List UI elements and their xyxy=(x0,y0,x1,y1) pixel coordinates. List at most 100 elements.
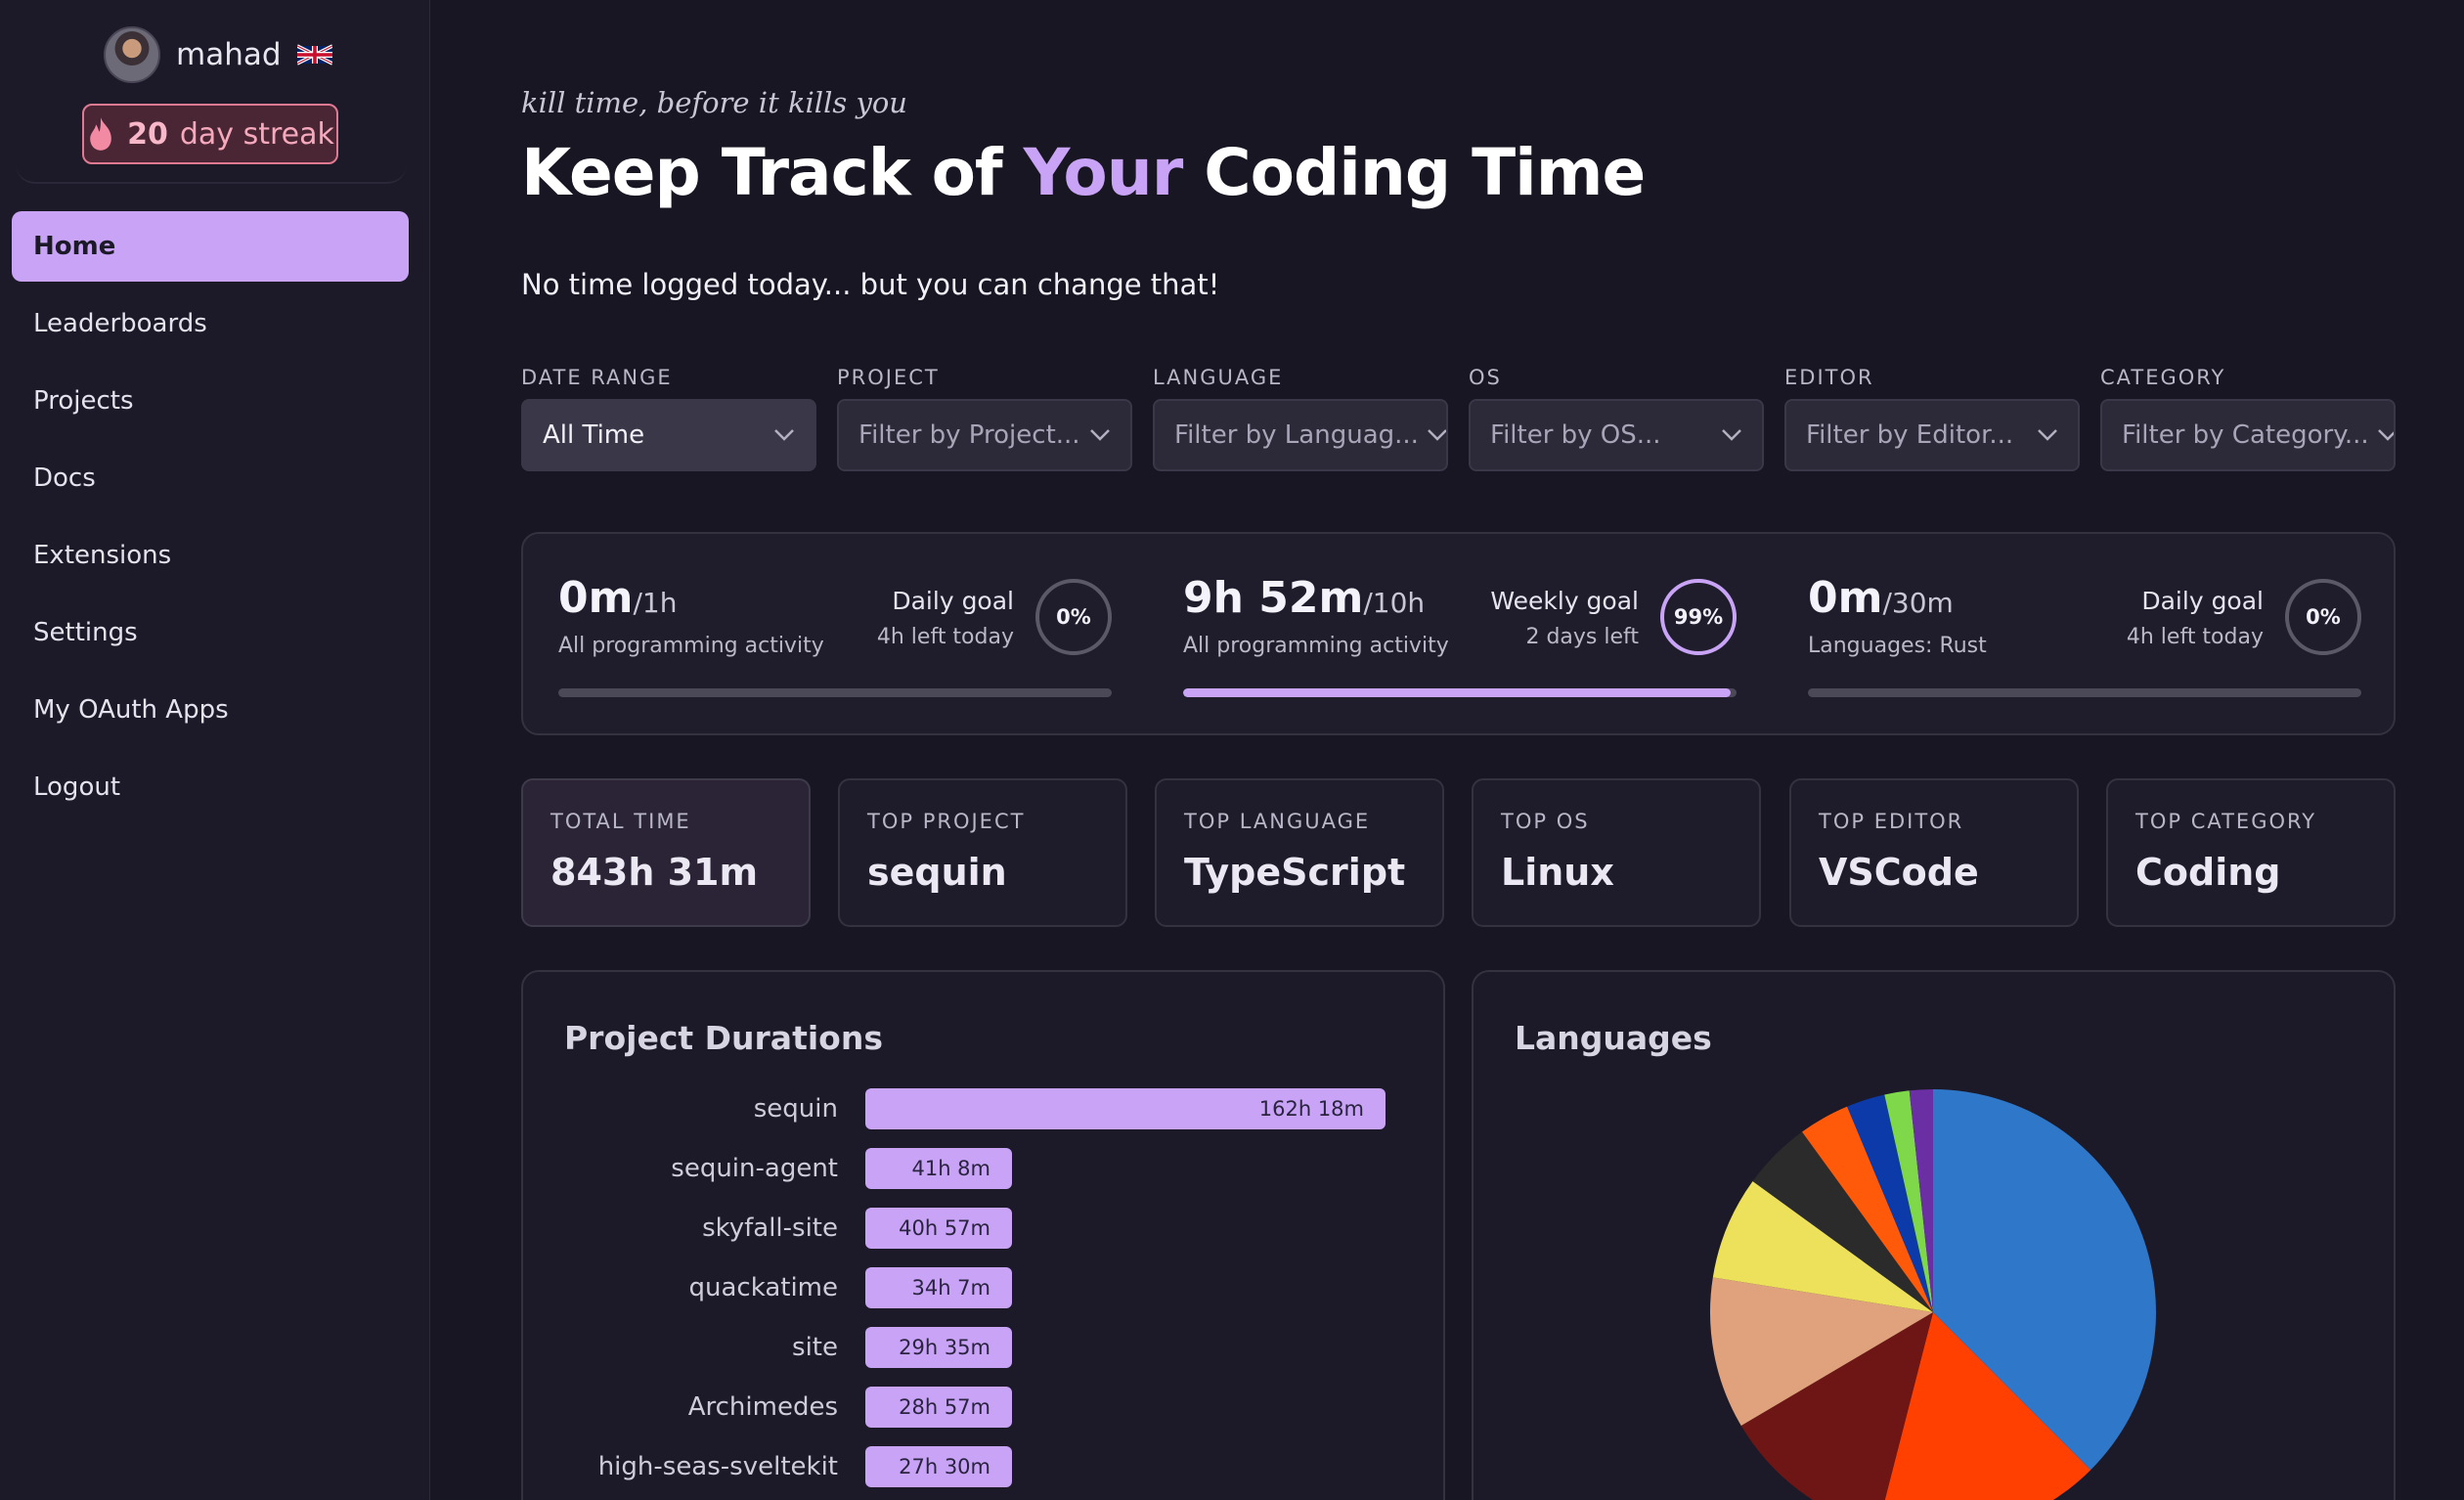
stat-top-category: TOP CATEGORY Coding xyxy=(2106,778,2396,927)
stat-label: TOTAL TIME xyxy=(550,810,691,833)
nav-logout[interactable]: Logout xyxy=(33,772,121,802)
avatar[interactable] xyxy=(104,26,160,83)
bar-row: Archimedes 28h 57m xyxy=(523,1386,1403,1429)
goal-amount: 0m xyxy=(558,573,634,623)
nav-projects[interactable]: Projects xyxy=(33,386,134,416)
streak-label: day streak xyxy=(179,116,334,152)
editor-select[interactable]: Filter by Editor... xyxy=(1784,399,2080,471)
filter-label: LANGUAGE xyxy=(1153,366,1284,389)
stat-value: Linux xyxy=(1501,851,1614,894)
project-select[interactable]: Filter by Project... xyxy=(837,399,1132,471)
tagline: kill time, before it kills you xyxy=(521,86,907,119)
bar[interactable] xyxy=(865,1088,1386,1129)
main-content: kill time, before it kills you Keep Trac… xyxy=(521,0,2396,1500)
title-post: Coding Time xyxy=(1182,135,1646,210)
bar-label: sequin xyxy=(753,1094,838,1124)
streak-count: 20 xyxy=(127,116,168,152)
stats-row: TOTAL TIME 843h 31m TOP PROJECT sequin T… xyxy=(521,778,2396,927)
pie-slice[interactable] xyxy=(1909,1089,1933,1312)
bar[interactable] xyxy=(865,1208,1012,1249)
pie-slice[interactable] xyxy=(1710,1277,1933,1427)
bar[interactable] xyxy=(865,1387,1012,1428)
title-accent: Your xyxy=(1023,135,1184,210)
goal-value: 0m/30m xyxy=(1808,573,1954,623)
bar-label: quackatime xyxy=(688,1273,838,1302)
goal-meta: Daily goal 4h left today xyxy=(877,587,1014,649)
select-placeholder: Filter by Editor... xyxy=(1806,420,2014,450)
stat-label: TOP PROJECT xyxy=(867,810,1026,833)
nav-leaderboards[interactable]: Leaderboards xyxy=(33,309,207,338)
language-select[interactable]: Filter by Languag... xyxy=(1153,399,1448,471)
panel-title: Languages xyxy=(1515,1019,1712,1057)
bar-row: sequin-agent 41h 8m xyxy=(523,1147,1403,1190)
bar-label: Archimedes xyxy=(687,1392,838,1422)
bar[interactable] xyxy=(865,1148,1012,1189)
goal-progress-bar xyxy=(1183,688,1737,697)
pie-slice[interactable] xyxy=(1877,1312,2091,1500)
stat-top-editor: TOP EDITOR VSCode xyxy=(1789,778,2079,927)
bar-value-label: 28h 57m xyxy=(899,1395,990,1419)
status-message: No time logged today... but you can chan… xyxy=(521,268,1220,301)
stat-top-language: TOP LANGUAGE TypeScript xyxy=(1155,778,1444,927)
goals-panel: 0m/1h All programming activity Daily goa… xyxy=(521,532,2396,735)
goal-progress-bar xyxy=(1808,688,2361,697)
goal-progress-ring: 0% xyxy=(2285,579,2361,655)
nav-oauth-apps[interactable]: My OAuth Apps xyxy=(33,695,229,725)
stat-value: sequin xyxy=(867,851,1007,894)
category-select[interactable]: Filter by Category... xyxy=(2100,399,2396,471)
goal-remaining: 4h left today xyxy=(876,625,1014,649)
filter-language: LANGUAGE Filter by Languag... xyxy=(1153,366,1448,471)
goal-meta: Daily goal 4h left today xyxy=(2127,587,2264,649)
goal-remaining: 2 days left xyxy=(1525,625,1639,649)
flame-icon xyxy=(90,117,111,151)
nav-docs[interactable]: Docs xyxy=(33,463,96,493)
goal-weekly: 9h 52m/10h All programming activity Week… xyxy=(1183,534,1737,737)
chevron-down-icon xyxy=(2377,429,2394,441)
bar-row: skyfall-site 40h 57m xyxy=(523,1207,1403,1250)
user-card: mahad 20 day streak xyxy=(16,0,407,184)
stat-value: VSCode xyxy=(1819,851,1979,894)
nav-settings[interactable]: Settings xyxy=(33,618,138,647)
stat-label: TOP CATEGORY xyxy=(2135,810,2317,833)
pie-slice[interactable] xyxy=(1801,1106,1933,1312)
filter-date-range: DATE RANGE All Time xyxy=(521,366,816,471)
os-select[interactable]: Filter by OS... xyxy=(1469,399,1764,471)
chevron-down-icon xyxy=(1090,429,1110,441)
user-info[interactable]: mahad xyxy=(104,23,332,86)
pie-slice[interactable] xyxy=(1847,1094,1933,1312)
goal-value: 9h 52m/10h xyxy=(1183,573,1425,623)
nav-home[interactable]: Home xyxy=(12,211,409,282)
select-placeholder: Filter by Languag... xyxy=(1174,420,1419,450)
goal-description: All programming activity xyxy=(1183,634,1449,658)
select-value: All Time xyxy=(543,420,645,450)
pie-slice[interactable] xyxy=(1740,1312,1933,1500)
chevron-down-icon xyxy=(774,429,794,441)
date-range-select[interactable]: All Time xyxy=(521,399,816,471)
goal-target: /1h xyxy=(633,587,678,619)
bar[interactable] xyxy=(865,1446,1012,1487)
pie-slice[interactable] xyxy=(1933,1089,2156,1471)
stat-label: TOP LANGUAGE xyxy=(1184,810,1371,833)
bar-label: skyfall-site xyxy=(702,1213,838,1243)
bar[interactable] xyxy=(865,1327,1012,1368)
nav-extensions[interactable]: Extensions xyxy=(33,541,172,570)
pie-slice[interactable] xyxy=(1884,1090,1933,1312)
bar[interactable] xyxy=(865,1267,1012,1308)
chevron-down-icon xyxy=(1722,429,1741,441)
goal-language: 0m/30m Languages: Rust Daily goal 4h lef… xyxy=(1808,534,2361,737)
goal-description: Languages: Rust xyxy=(1808,634,1987,658)
chevron-down-icon xyxy=(1428,429,1446,441)
goal-value: 0m/1h xyxy=(558,573,677,623)
bar-label: sequin-agent xyxy=(671,1154,838,1183)
goal-progress-ring: 99% xyxy=(1660,579,1737,655)
stat-top-os: TOP OS Linux xyxy=(1472,778,1761,927)
bar-row: high-seas-sveltekit 27h 30m xyxy=(523,1445,1403,1488)
pie-slice[interactable] xyxy=(1712,1180,1933,1312)
bar-value-label: 34h 7m xyxy=(911,1276,990,1300)
bar-value-label: 41h 8m xyxy=(911,1157,990,1180)
bar-value-label: 40h 57m xyxy=(899,1216,990,1240)
pie-slice[interactable] xyxy=(1752,1131,1933,1312)
goal-target: /30m xyxy=(1882,587,1954,619)
goal-progress-ring: 0% xyxy=(1035,579,1112,655)
stat-label: TOP EDITOR xyxy=(1819,810,1964,833)
